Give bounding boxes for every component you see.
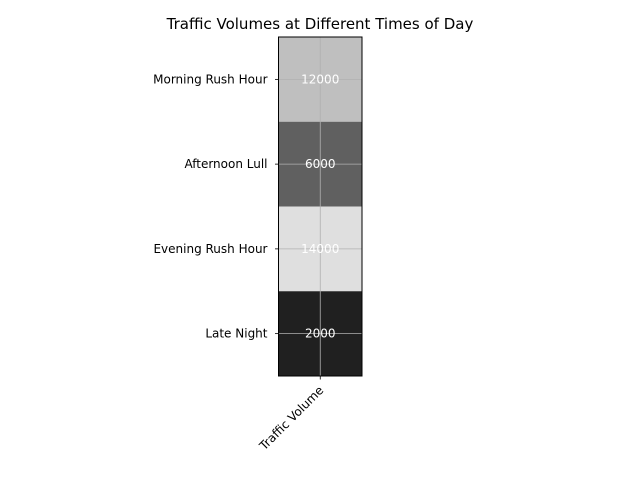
cell-value-label: 12000 (301, 72, 339, 86)
grid-lines (278, 37, 362, 376)
cell-value-label: 14000 (301, 242, 339, 256)
cell-value-label: 2000 (305, 327, 336, 341)
cell-value-labels: 12000 6000 14000 2000 (301, 72, 339, 340)
y-tick-labels: Morning Rush Hour Afternoon Lull Evening R… (153, 72, 279, 341)
y-tick-label: Morning Rush Hour (153, 72, 267, 86)
y-tick-label: Afternoon Lull (184, 157, 267, 171)
y-tick-label: Evening Rush Hour (153, 242, 267, 256)
chart-title: Traffic Volumes at Different Times of Da… (166, 15, 474, 33)
x-tick-labels: Traffic Volume (256, 376, 326, 454)
cell-value-label: 6000 (305, 157, 336, 171)
x-tick-label: Traffic Volume (256, 383, 326, 453)
y-tick-label: Late Night (205, 327, 267, 341)
